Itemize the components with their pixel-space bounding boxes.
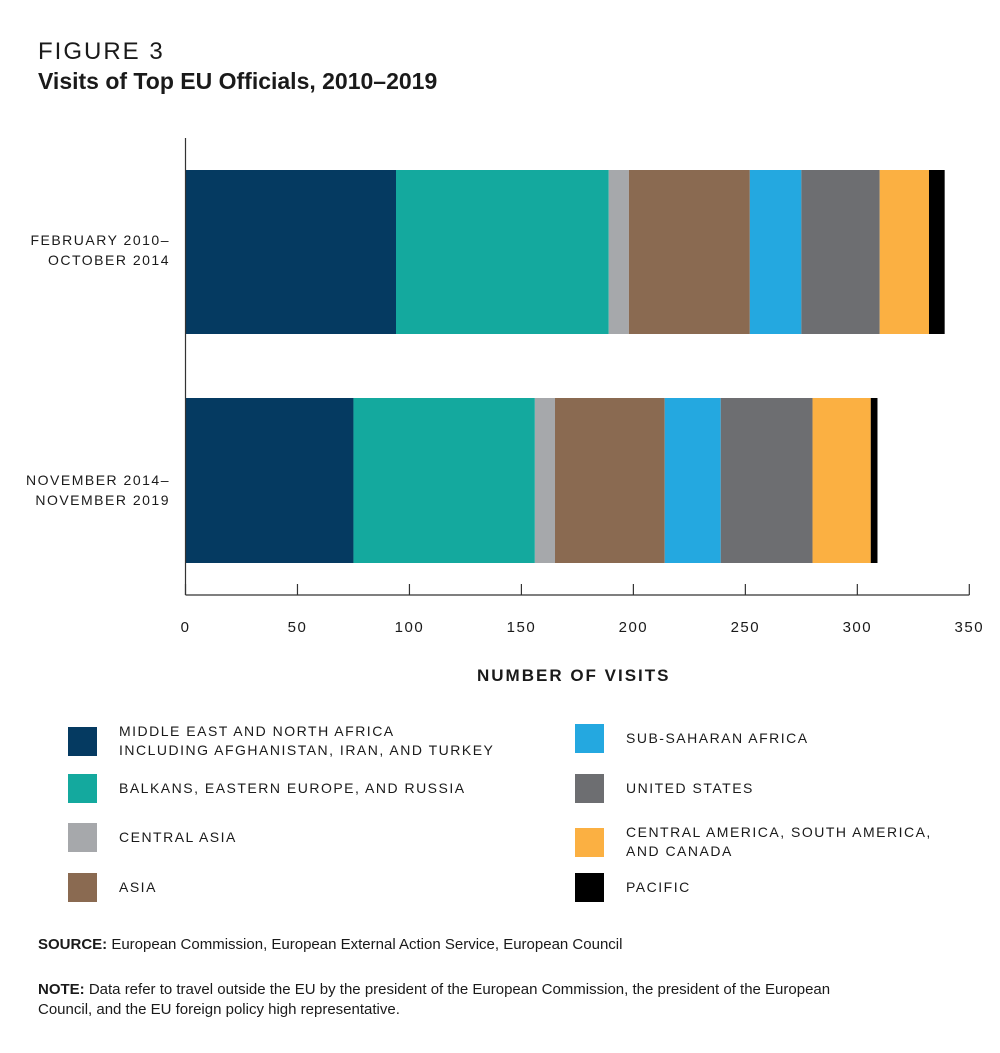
- bar-segment: [879, 170, 929, 334]
- bar-segment: [608, 170, 629, 334]
- legend-label: UNITED STATES: [626, 780, 754, 796]
- legend-swatch: [68, 873, 97, 902]
- bar-segment: [628, 170, 750, 334]
- x-tick-label: 100: [395, 619, 425, 636]
- legend-item: UNITED STATES: [575, 774, 754, 803]
- figure-label: FIGURE 3: [38, 38, 165, 65]
- bar-segment: [664, 398, 721, 563]
- note-text: Data refer to travel outside the EU by t…: [38, 981, 831, 1018]
- bar-segment: [396, 170, 609, 334]
- y-label-line: NOVEMBER 2014–: [26, 472, 170, 488]
- bar-segment: [353, 398, 535, 563]
- legend-swatch: [575, 774, 604, 803]
- source-text: European Commission, European External A…: [107, 936, 623, 953]
- legend-item: BALKANS, EASTERN EUROPE, AND RUSSIA: [68, 774, 466, 803]
- x-tick-label: 250: [731, 619, 761, 636]
- x-tick-label: 350: [955, 619, 985, 636]
- legend-item: CENTRAL AMERICA, SOUTH AMERICA, AND CANAD…: [575, 823, 932, 861]
- legend-label: ASIA: [119, 879, 157, 895]
- legend-item: SUB-SAHARAN AFRICA: [575, 724, 809, 753]
- legend-item: ASIA: [68, 873, 157, 902]
- legend-label: CENTRAL ASIA: [119, 829, 237, 845]
- legend-item: PACIFIC: [575, 873, 691, 902]
- x-tick-label: 150: [507, 619, 537, 636]
- legend-swatch: [575, 724, 604, 753]
- source-label: SOURCE:: [38, 936, 108, 953]
- bar-segment: [185, 398, 354, 563]
- bar-segment: [749, 170, 802, 334]
- legend-swatch: [68, 726, 97, 756]
- legend-swatch: [575, 873, 604, 902]
- note-label: NOTE:: [38, 981, 85, 998]
- legend-item: MIDDLE EAST AND NORTH AFRICA INCLUDING AF…: [68, 722, 494, 760]
- bar-segment: [720, 398, 813, 563]
- x-tick-label: 300: [843, 619, 873, 636]
- bar-chart: 0 50 100 150 200 250 300 350: [181, 138, 985, 636]
- x-axis-title: NUMBER OF VISITS: [477, 666, 671, 685]
- x-tick-label: 0: [181, 619, 191, 636]
- legend-label: MIDDLE EAST AND NORTH AFRICA INCLUDING AF…: [119, 723, 495, 758]
- legend-swatch: [68, 774, 97, 803]
- legend-swatch: [575, 827, 604, 857]
- legend-label: CENTRAL AMERICA, SOUTH AMERICA, AND CANAD…: [626, 824, 932, 859]
- legend-item: CENTRAL ASIA: [68, 823, 237, 852]
- bar-segment: [534, 398, 556, 563]
- y-label-line: FEBRUARY 2010–: [30, 232, 170, 248]
- y-label-line: OCTOBER 2014: [47, 252, 170, 268]
- legend-label: PACIFIC: [626, 879, 691, 895]
- bar-segment: [801, 170, 880, 334]
- bar-segment: [185, 170, 397, 334]
- legend-label: BALKANS, EASTERN EUROPE, AND RUSSIA: [119, 780, 466, 796]
- chart-title: Visits of Top EU Officials, 2010–2019: [38, 68, 438, 94]
- bar-segment: [555, 398, 665, 563]
- note: NOTE: Data refer to travel outside the E…: [38, 980, 868, 1020]
- y-label-period-2: NOVEMBER 2014– NOVEMBER 2019: [26, 470, 170, 510]
- source-note: SOURCE: European Commission, European Ex…: [38, 936, 622, 953]
- x-tick-label: 200: [619, 619, 649, 636]
- bar-segment: [812, 398, 871, 563]
- bar-segment: [870, 398, 878, 563]
- y-label-line: NOVEMBER 2019: [35, 492, 170, 508]
- y-label-period-1: FEBRUARY 2010– OCTOBER 2014: [30, 230, 170, 270]
- x-tick-label: 50: [288, 619, 308, 636]
- legend-swatch: [68, 823, 97, 852]
- legend-label: SUB-SAHARAN AFRICA: [626, 730, 809, 746]
- bar-segment: [928, 170, 945, 334]
